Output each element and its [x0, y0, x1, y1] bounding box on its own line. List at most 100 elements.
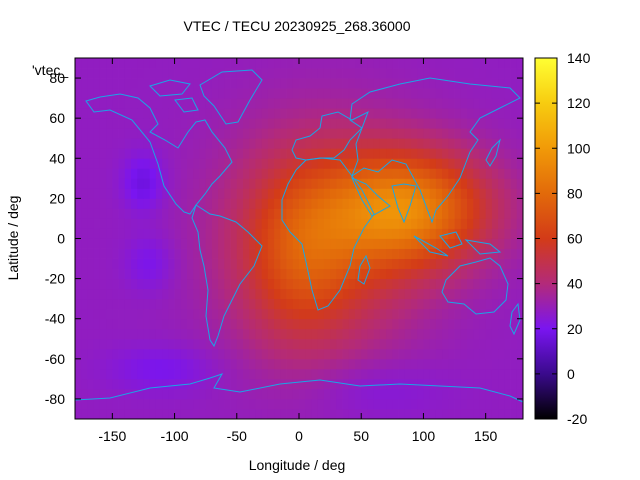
heatmap-cell: [292, 218, 300, 229]
heatmap-cell: [348, 198, 356, 209]
heatmap-cell: [485, 118, 493, 129]
heatmap-cell: [224, 88, 231, 99]
heatmap-cell: [510, 238, 518, 249]
x-tick-label: -150: [98, 428, 126, 444]
heatmap-cell: [498, 148, 505, 159]
heatmap-cell: [106, 208, 113, 219]
heatmap-cell: [168, 118, 175, 129]
heatmap-cell: [442, 258, 449, 269]
heatmap-cell: [280, 158, 287, 169]
heatmap-cell: [218, 398, 225, 410]
heatmap-cell: [143, 408, 151, 420]
heatmap-cell: [491, 198, 499, 209]
heatmap-cell: [448, 78, 455, 89]
heatmap-cell: [392, 318, 399, 330]
heatmap-cell: [162, 168, 169, 179]
heatmap-cell: [162, 148, 169, 159]
heatmap-cell: [106, 358, 113, 370]
heatmap-cell: [99, 58, 107, 69]
heatmap-cell: [168, 398, 175, 410]
heatmap-cell: [404, 388, 412, 400]
colorbar-tick-label: -20: [567, 411, 587, 427]
heatmap-cell: [423, 108, 431, 119]
heatmap-cell: [510, 58, 518, 69]
heatmap-cell: [498, 88, 505, 99]
heatmap-cell: [286, 118, 294, 129]
heatmap-cell: [155, 128, 163, 139]
heatmap-cell: [243, 78, 250, 89]
heatmap-cell: [417, 278, 424, 290]
heatmap-cell: [379, 208, 387, 219]
heatmap-cell: [386, 148, 393, 159]
heatmap-cell: [112, 228, 119, 239]
heatmap-cell: [504, 288, 511, 300]
heatmap-cell: [473, 188, 480, 199]
heatmap-cell: [423, 228, 431, 239]
heatmap-cell: [442, 368, 449, 380]
heatmap-cell: [398, 298, 406, 310]
heatmap-cell: [267, 198, 275, 209]
heatmap-cell: [417, 178, 424, 189]
heatmap-cell: [81, 198, 88, 209]
heatmap-cell: [99, 108, 107, 119]
heatmap-cell: [467, 318, 474, 330]
heatmap-cell: [305, 368, 312, 380]
heatmap-cell: [162, 298, 169, 310]
heatmap-cell: [342, 138, 350, 149]
heatmap-cell: [429, 308, 437, 320]
heatmap-cell: [193, 58, 200, 69]
heatmap-cell: [448, 88, 455, 99]
heatmap-cell: [249, 348, 256, 360]
heatmap-cell: [205, 108, 213, 119]
heatmap-cell: [124, 68, 132, 79]
heatmap-cell: [448, 98, 455, 109]
heatmap-cell: [504, 228, 511, 239]
heatmap-cell: [236, 88, 244, 99]
heatmap-cell: [199, 138, 207, 149]
heatmap-cell: [274, 308, 281, 320]
heatmap-cell: [435, 58, 443, 69]
heatmap-cell: [99, 138, 107, 149]
heatmap-cell: [199, 58, 207, 69]
heatmap-cell: [118, 338, 126, 350]
heatmap-cell: [460, 178, 468, 189]
heatmap-cell: [168, 98, 175, 109]
heatmap-cell: [205, 88, 213, 99]
heatmap-cell: [367, 168, 375, 179]
heatmap-cell: [261, 128, 269, 139]
heatmap-cell: [274, 408, 281, 420]
heatmap-cell: [286, 228, 294, 239]
heatmap-cell: [211, 218, 219, 229]
heatmap-cell: [311, 278, 319, 290]
heatmap-cell: [280, 348, 287, 360]
heatmap-cell: [274, 158, 281, 169]
heatmap-cell: [143, 288, 151, 300]
heatmap-cell: [180, 168, 188, 179]
heatmap-cell: [87, 198, 95, 209]
heatmap-cell: [355, 258, 362, 269]
heatmap-cell: [280, 138, 287, 149]
heatmap-cell: [162, 368, 169, 380]
heatmap-cell: [299, 408, 306, 420]
heatmap-cell: [112, 208, 119, 219]
heatmap-cell: [342, 308, 350, 320]
heatmap-cell: [473, 378, 480, 390]
heatmap-cell: [479, 278, 487, 290]
heatmap-cell: [137, 288, 144, 300]
heatmap-cell: [510, 408, 518, 420]
heatmap-cell: [155, 218, 163, 229]
heatmap-cell: [87, 98, 95, 109]
heatmap-cell: [317, 178, 325, 189]
heatmap-cell: [131, 58, 138, 69]
heatmap-cell: [498, 208, 505, 219]
heatmap-cell: [75, 288, 82, 300]
heatmap-cell: [274, 198, 281, 209]
heatmap-cell: [218, 148, 225, 159]
heatmap-cell: [193, 158, 200, 169]
heatmap-cell: [75, 338, 82, 350]
heatmap-cell: [255, 228, 263, 239]
heatmap-cell: [460, 308, 468, 320]
heatmap-cell: [411, 248, 418, 259]
heatmap-cell: [323, 108, 331, 119]
heatmap-cell: [504, 388, 511, 400]
